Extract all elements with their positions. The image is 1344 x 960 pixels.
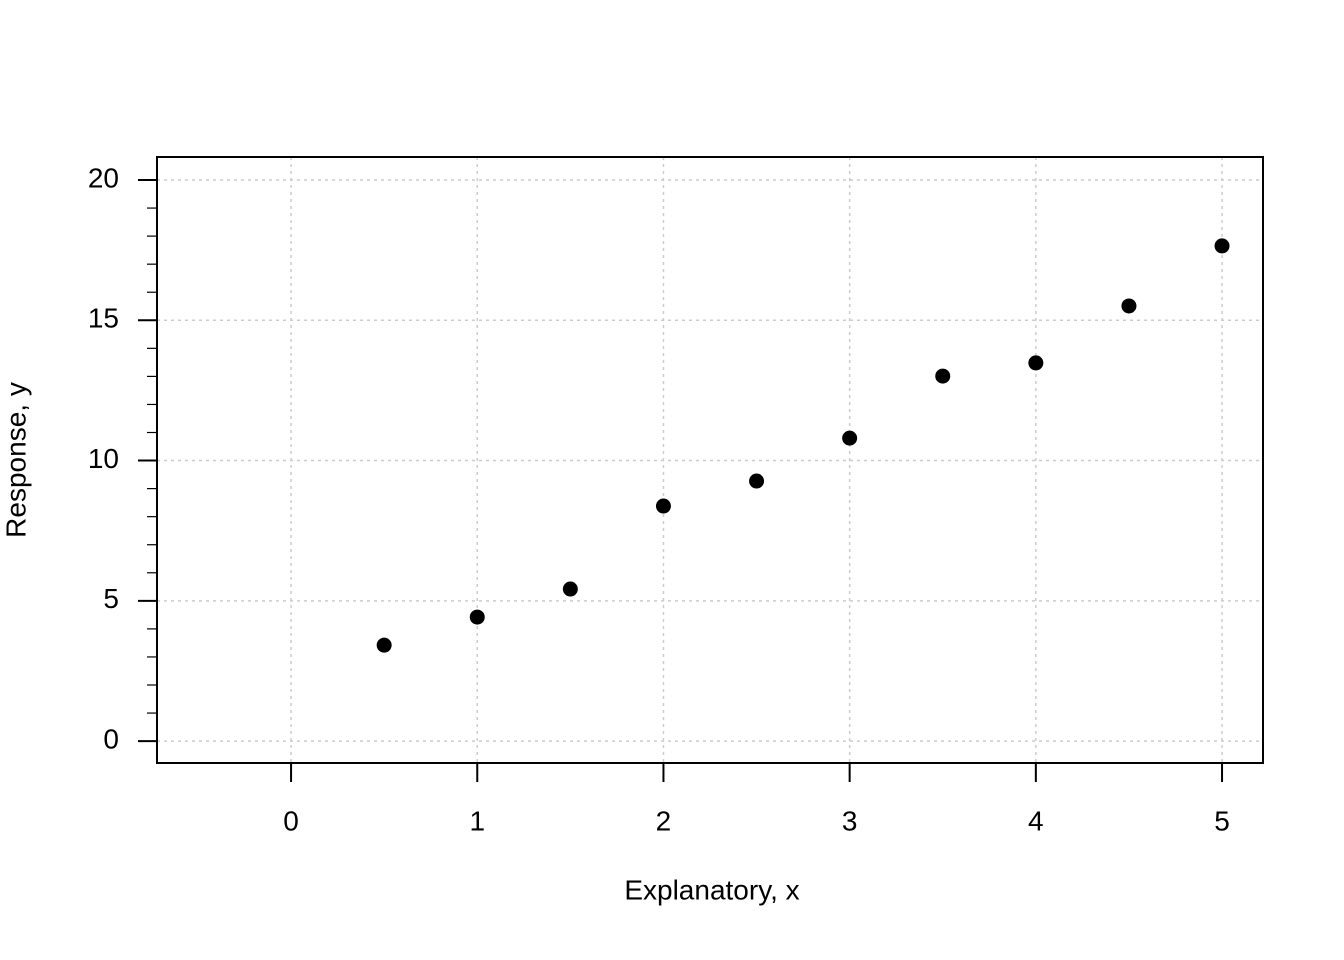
y-tick-label: 10: [88, 443, 119, 474]
point: [935, 368, 951, 384]
point: [655, 498, 671, 514]
y-tick-label: 15: [88, 303, 119, 334]
point: [562, 581, 578, 597]
point: [1121, 298, 1137, 314]
point: [376, 637, 392, 653]
plot-frame: [156, 156, 1264, 764]
x-tick-label: 2: [656, 805, 672, 836]
point: [1214, 238, 1230, 254]
point: [469, 609, 485, 625]
point: [842, 430, 858, 446]
x-tick-label: 1: [469, 805, 485, 836]
y-tick-label: 0: [103, 724, 119, 755]
x-tick-label: 4: [1028, 805, 1044, 836]
x-tick-label: 5: [1214, 805, 1230, 836]
x-tick-label: 0: [283, 805, 299, 836]
y-tick-label: 5: [103, 583, 119, 614]
point: [1028, 355, 1044, 371]
x-tick-label: 3: [842, 805, 858, 836]
y-tick-label: 20: [88, 162, 119, 193]
x-axis-title: Explanatory, x: [624, 874, 799, 905]
point: [749, 473, 765, 489]
y-axis-title: Response, y: [0, 382, 31, 538]
